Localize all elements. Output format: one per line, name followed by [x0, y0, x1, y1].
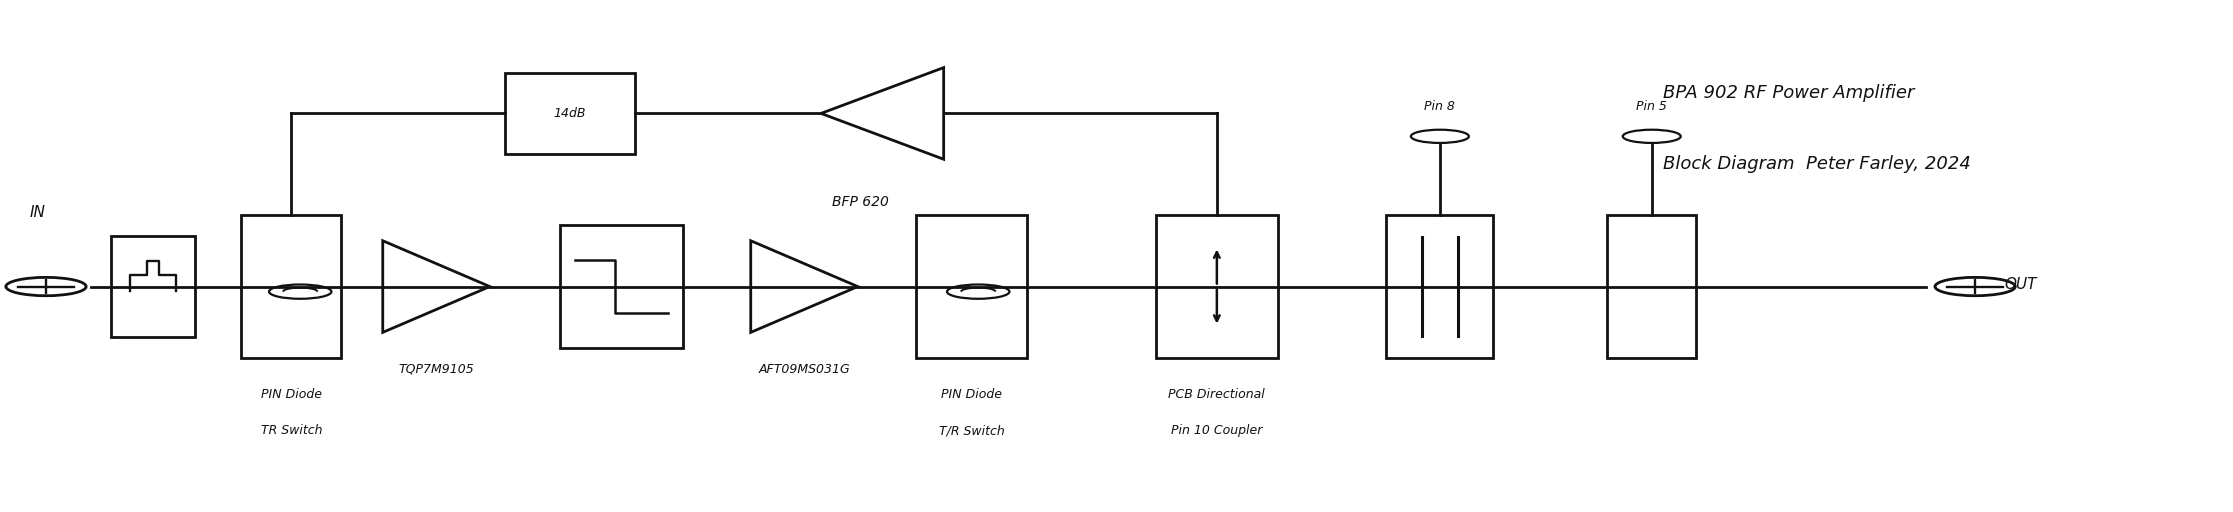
Bar [1387, 215, 1494, 358]
Text: Pin 8: Pin 8 [1425, 100, 1456, 114]
Text: TQP7M9105: TQP7M9105 [397, 363, 473, 376]
Text: Block Diagram  Peter Farley, 2024: Block Diagram Peter Farley, 2024 [1664, 155, 1972, 174]
Text: T/R Switch: T/R Switch [938, 424, 1005, 437]
Bar [505, 73, 634, 154]
Text: Pin 5: Pin 5 [1637, 100, 1668, 114]
Bar [1154, 215, 1277, 358]
Bar [1608, 215, 1697, 358]
Text: OUT: OUT [2005, 276, 2036, 291]
Text: 14dB: 14dB [554, 107, 587, 120]
Text: BFP 620: BFP 620 [831, 195, 889, 209]
Text: IN: IN [29, 205, 45, 220]
Text: PIN Diode: PIN Diode [261, 389, 322, 401]
Bar [916, 215, 1027, 358]
Text: BPA 902 RF Power Amplifier: BPA 902 RF Power Amplifier [1664, 84, 1914, 102]
Bar [112, 236, 197, 337]
Text: AFT09MS031G: AFT09MS031G [759, 363, 851, 376]
Text: Pin 10 Coupler: Pin 10 Coupler [1170, 424, 1262, 437]
Bar [560, 225, 683, 348]
Text: PCB Directional: PCB Directional [1168, 389, 1266, 401]
Text: TR Switch: TR Switch [261, 424, 322, 437]
Bar [241, 215, 342, 358]
Text: PIN Diode: PIN Diode [940, 389, 1003, 401]
